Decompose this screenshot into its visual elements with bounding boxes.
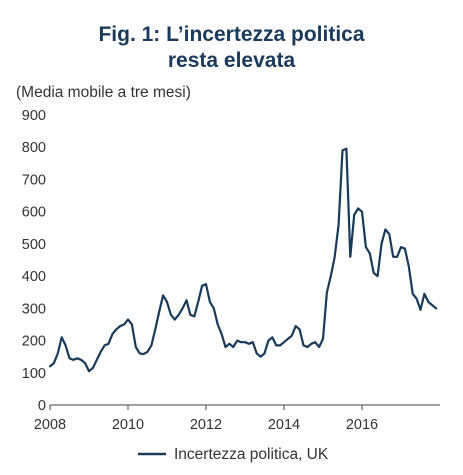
x-tick-label: 2016 — [346, 417, 378, 433]
y-tick-label: 700 — [22, 172, 46, 188]
x-tick-label: 2014 — [268, 417, 300, 433]
chart-title-line1: Fig. 1: L’incertezza politica — [98, 23, 365, 46]
series-line — [48, 147, 438, 373]
x-tick-label: 2012 — [190, 417, 222, 433]
y-tick-label: 300 — [22, 301, 46, 317]
y-tick-label: 900 — [22, 108, 46, 124]
chart-title-line2: resta elevata — [167, 49, 296, 72]
chart-series — [48, 147, 438, 373]
legend-label: Incertezza politica, UK — [174, 446, 329, 463]
x-tick-label: 2010 — [112, 417, 144, 433]
chart-title: Fig. 1: L’incertezza politica resta elev… — [0, 22, 463, 74]
x-tick-label: 2008 — [34, 417, 66, 433]
y-tick-label: 500 — [22, 237, 46, 253]
chart-legend: Incertezza politica, UK — [138, 446, 329, 463]
y-tick-label: 100 — [22, 366, 46, 382]
chart-subtitle: (Media mobile a tre mesi) — [16, 84, 191, 101]
y-tick-label: 800 — [22, 140, 46, 156]
y-tick-label: 200 — [22, 334, 46, 350]
y-tick-label: 0 — [38, 398, 46, 414]
y-tick-label: 400 — [22, 269, 46, 285]
y-tick-label: 600 — [22, 205, 46, 221]
chart-ticks: 0 100 200 300 400 500 600 700 800 900 2008 2010 2012… — [22, 108, 378, 433]
